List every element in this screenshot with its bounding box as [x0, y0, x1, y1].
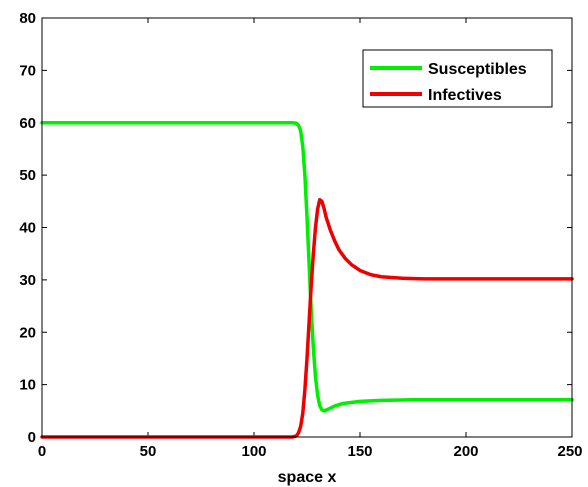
- x-tick-label: 50: [140, 443, 157, 460]
- x-tick-label: 250: [557, 443, 582, 460]
- y-tick-label: 10: [19, 377, 36, 394]
- y-tick-label: 80: [19, 10, 36, 27]
- legend-box: [362, 49, 553, 108]
- series-line-infectives: [40, 197, 574, 439]
- y-tick-label: 30: [19, 272, 36, 289]
- legend-label-susceptibles: Susceptibles: [428, 61, 527, 78]
- legend: Susceptibles Infectives: [362, 49, 553, 108]
- x-tick-label: 100: [241, 443, 266, 460]
- y-axis-ticks: 0 10 20 30 40 50 60 70 80: [19, 10, 572, 446]
- y-tick-label: 0: [28, 429, 36, 446]
- y-tick-label: 60: [19, 115, 36, 132]
- y-tick-label: 50: [19, 167, 36, 184]
- y-tick-label: 20: [19, 324, 36, 341]
- x-tick-label: 200: [453, 443, 478, 460]
- x-tick-label: 150: [347, 443, 372, 460]
- plot-frame: [41, 17, 573, 438]
- series-layer: [40, 121, 574, 439]
- y-tick-label: 40: [19, 220, 36, 237]
- x-axis-label: space x: [278, 469, 337, 486]
- x-tick-label: 0: [38, 443, 46, 460]
- legend-label-infectives: Infectives: [428, 87, 502, 104]
- series-line-susceptibles: [40, 121, 574, 413]
- y-tick-label: 70: [19, 62, 36, 79]
- x-axis-ticks: 0 50 100 150 200 250: [38, 18, 583, 460]
